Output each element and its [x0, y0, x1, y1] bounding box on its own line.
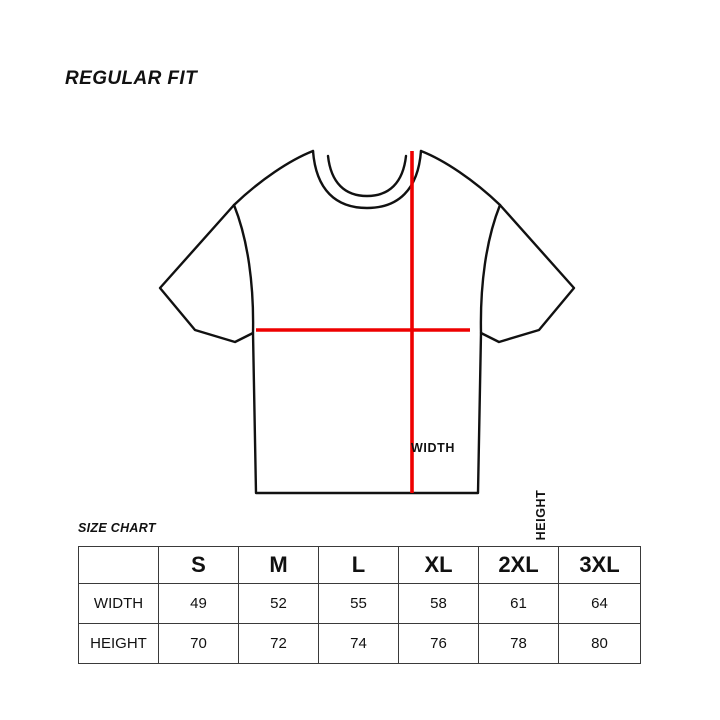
left-armhole-seam — [232, 203, 255, 335]
collar-outer — [311, 149, 423, 210]
cell-height-l: 74 — [318, 623, 399, 664]
size-chart-table-wrapper: S M L XL 2XL 3XL WIDTH 49 52 55 58 61 64 — [78, 546, 641, 664]
table-header-row: S M L XL 2XL 3XL — [78, 546, 641, 584]
cell-height-s: 70 — [158, 623, 239, 664]
tshirt-diagram: WIDTH HEIGHT — [140, 130, 580, 540]
column-header-3xl: 3XL — [558, 546, 641, 584]
table-corner-cell — [78, 546, 159, 584]
row-header-width: WIDTH — [78, 583, 159, 624]
tshirt-svg — [158, 149, 576, 495]
table-row-width: WIDTH 49 52 55 58 61 64 — [78, 583, 641, 624]
column-header-s: S — [158, 546, 239, 584]
table-row-height: HEIGHT 70 72 74 76 78 80 — [78, 623, 641, 664]
cell-width-m: 52 — [238, 583, 319, 624]
cell-width-2xl: 61 — [478, 583, 559, 624]
cell-width-s: 49 — [158, 583, 239, 624]
cell-height-2xl: 78 — [478, 623, 559, 664]
column-header-2xl: 2XL — [478, 546, 559, 584]
collar-inner-rib — [326, 154, 408, 198]
column-header-l: L — [318, 546, 399, 584]
cell-width-xl: 58 — [398, 583, 479, 624]
right-armhole-seam — [479, 203, 502, 335]
height-measure-label: HEIGHT — [534, 489, 548, 541]
cell-height-m: 72 — [238, 623, 319, 664]
cell-width-l: 55 — [318, 583, 399, 624]
size-chart-table: S M L XL 2XL 3XL WIDTH 49 52 55 58 61 64 — [78, 546, 641, 664]
page-title: REGULAR FIT — [65, 68, 198, 89]
tshirt-body-outline — [158, 149, 576, 495]
column-header-xl: XL — [398, 546, 479, 584]
width-measure-label: WIDTH — [411, 441, 455, 455]
cell-height-3xl: 80 — [558, 623, 641, 664]
column-header-m: M — [238, 546, 319, 584]
cell-height-xl: 76 — [398, 623, 479, 664]
cell-width-3xl: 64 — [558, 583, 641, 624]
row-header-height: HEIGHT — [78, 623, 159, 664]
size-chart-caption: SIZE CHART — [78, 521, 156, 535]
